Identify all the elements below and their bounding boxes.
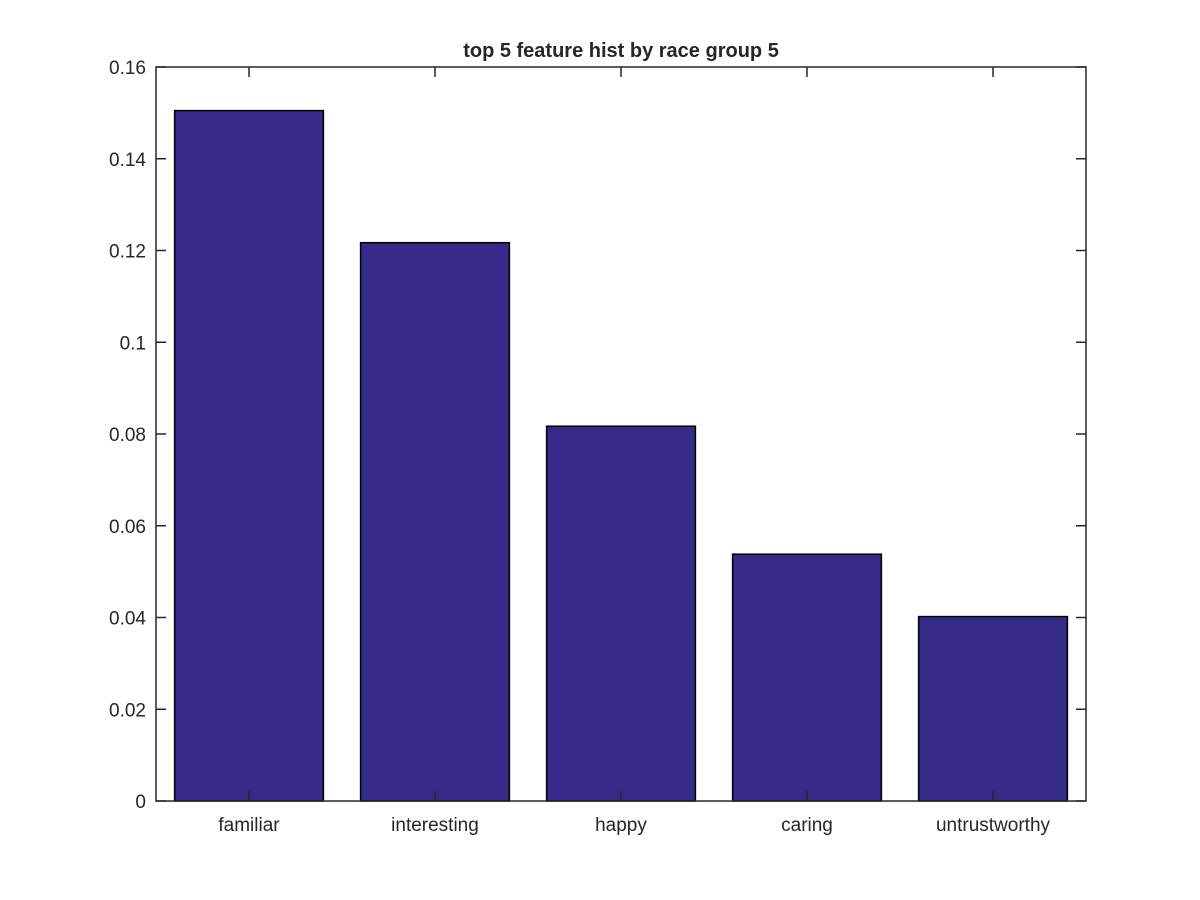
y-tick-label: 0.1 (120, 333, 146, 354)
y-tick-label: 0 (135, 792, 146, 813)
bar-untrustworthy (917, 615, 1069, 802)
y-tick-label: 0.06 (109, 517, 146, 538)
y-tick-label: 0.16 (109, 58, 146, 79)
x-tick-label: caring (781, 815, 833, 836)
axes-group: 0 0.02 0.04 0.06 0.08 0.1 0.12 0.14 0.16 familiar… (109, 58, 1087, 836)
y-tick-label: 0.02 (109, 700, 146, 721)
bar-interesting (359, 241, 511, 802)
bar-happy (545, 425, 697, 802)
y-tick-label: 0.12 (109, 242, 146, 263)
bar-familiar (173, 109, 325, 802)
chart-title: top 5 feature hist by race group 5 (463, 40, 779, 62)
y-tick-label: 0.08 (109, 425, 146, 446)
y-tick-label: 0.14 (109, 150, 146, 171)
x-tick-label: familiar (218, 815, 280, 836)
x-tick-label: happy (595, 815, 647, 836)
x-tick-label: interesting (391, 815, 479, 836)
bars-group (173, 109, 1069, 802)
y-tick-label: 0.04 (109, 609, 146, 630)
x-tick-label: untrustworthy (936, 815, 1051, 836)
bar-caring (731, 553, 883, 802)
